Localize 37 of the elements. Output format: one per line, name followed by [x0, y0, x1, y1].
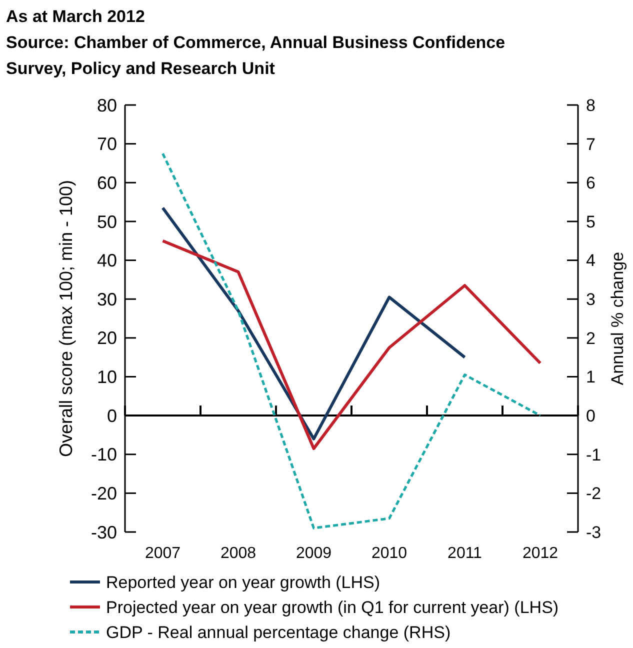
y2-tick-label: 7 — [586, 134, 596, 154]
y-tick-label: 10 — [96, 367, 117, 388]
x-tick-label: 2007 — [144, 545, 181, 562]
y2-tick-label: 0 — [586, 406, 596, 426]
x-tick-label: 2009 — [296, 545, 332, 562]
y2-tick-label: -1 — [586, 445, 602, 464]
x-tick-label: 2008 — [220, 545, 256, 562]
x-tick-label: 2010 — [371, 545, 408, 562]
y-tick-label: 20 — [96, 328, 117, 348]
y-tick-label: 60 — [96, 172, 117, 193]
y-tick-label: -30 — [90, 522, 117, 542]
y2-tick-label: 3 — [586, 290, 596, 310]
chart-subtitle: Source: Chamber of Commerce, Annual Business Confidence Survey, Policy and Research Unit — [6, 33, 506, 78]
y-tick-label: 30 — [96, 289, 117, 310]
y-tick-label: -10 — [90, 444, 117, 465]
y-tick-label: -20 — [90, 483, 117, 504]
y-tick-label: 50 — [96, 212, 117, 232]
y2-tick-label: 2 — [586, 328, 596, 348]
x-tick-label: 2011 — [448, 545, 482, 562]
y2-axis-title: Annual % change — [608, 252, 627, 386]
legend-label: Reported year on year growth (LHS) — [106, 572, 380, 592]
y2-tick-label: 8 — [586, 96, 596, 115]
y2-tick-label: -3 — [586, 522, 602, 542]
y2-tick-label: 1 — [586, 368, 596, 387]
legend-label: GDP - Real annual percentage change (RHS) — [106, 622, 451, 642]
legend-label: Projected year on year growth (in Q1 for current year) (LHS) — [106, 598, 559, 617]
y-tick-label: 80 — [96, 95, 117, 116]
y-tick-label: 40 — [96, 250, 117, 271]
chart-title: As at March 2012 — [6, 7, 145, 26]
y-tick-label: 70 — [96, 134, 117, 154]
y2-tick-label: 6 — [586, 174, 596, 193]
x-tick-label: 2012 — [522, 545, 558, 562]
y-tick-label: 0 — [106, 406, 117, 426]
y-axis-title: Overall score (max 100; min - 100) — [56, 180, 76, 458]
y2-tick-label: 5 — [586, 212, 596, 232]
y2-tick-label: -2 — [586, 484, 602, 504]
y2-tick-label: 4 — [586, 251, 596, 270]
